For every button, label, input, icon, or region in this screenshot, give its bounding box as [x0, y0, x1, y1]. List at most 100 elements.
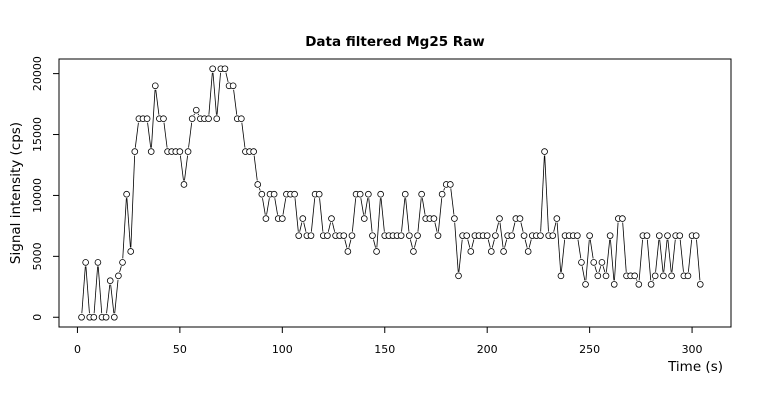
data-point: [463, 232, 471, 239]
series-line-segment: [188, 122, 193, 148]
data-point: [631, 272, 639, 280]
data-point: [553, 215, 561, 222]
x-tick-label: 0: [74, 343, 81, 356]
y-axis-label: Signal intensity (cps): [8, 122, 24, 264]
x-tick-label: 300: [682, 343, 703, 356]
data-point: [401, 190, 409, 198]
data-point: [574, 232, 581, 239]
series-line-segment: [110, 284, 115, 314]
data-point: [406, 232, 413, 239]
data-point: [221, 65, 229, 73]
data-point: [619, 215, 626, 222]
data-point: [340, 232, 348, 239]
series-line-segment: [266, 198, 270, 215]
data-point: [500, 248, 507, 255]
data-point: [643, 232, 651, 239]
data-point: [188, 115, 196, 122]
series-line-segment: [467, 239, 471, 248]
series-line-segment: [581, 266, 586, 281]
series-line-segment: [151, 89, 156, 148]
series-line-segment: [126, 198, 131, 248]
series-line-segment: [687, 239, 693, 272]
data-point: [229, 82, 237, 90]
data-point: [676, 232, 684, 239]
series-line-segment: [364, 198, 369, 215]
data-point: [610, 281, 618, 288]
x-tick-label: 200: [477, 343, 498, 356]
data-point: [487, 248, 495, 255]
data-point: [483, 232, 491, 239]
series-line-segment: [560, 239, 566, 272]
series-line-segment: [81, 266, 86, 314]
data-point: [180, 181, 188, 188]
data-point: [647, 281, 655, 288]
data-point: [315, 190, 323, 198]
data-point: [414, 232, 421, 239]
data-point: [365, 190, 372, 198]
series-line-segment: [594, 266, 598, 273]
series-line-segment: [184, 155, 188, 181]
plot-frame: [58, 58, 732, 328]
data-point: [664, 232, 671, 239]
data-point: [598, 259, 606, 266]
data-point: [410, 248, 417, 255]
data-point: [578, 259, 585, 266]
series-line-segment: [667, 239, 672, 272]
series-line-segment: [282, 198, 287, 215]
series-line-segment: [193, 113, 195, 116]
x-tick-label: 100: [272, 343, 293, 356]
series-line-segment: [409, 239, 413, 248]
data-point: [119, 259, 126, 266]
data-point: [192, 106, 200, 114]
data-point: [238, 115, 245, 122]
data-point: [668, 272, 675, 280]
series-line-segment: [671, 239, 676, 272]
data-point: [692, 232, 700, 239]
data-point: [127, 248, 135, 255]
series-line-segment: [373, 239, 376, 248]
series-line-segment: [380, 198, 385, 232]
data-point: [492, 232, 499, 239]
series-line-segment: [646, 239, 652, 281]
series-line-segment: [134, 122, 139, 148]
series-line-segment: [163, 122, 168, 148]
data-point: [279, 215, 286, 222]
series-line-segment: [491, 239, 495, 248]
data-point: [397, 232, 405, 239]
data-point: [508, 232, 516, 239]
series-line-segment: [499, 222, 504, 248]
data-point: [213, 115, 221, 122]
series-line-segment: [258, 188, 261, 191]
series-line-segment: [417, 198, 422, 232]
data-point: [205, 115, 212, 122]
x-tick-label: 250: [579, 343, 600, 356]
series-line-segments: [81, 72, 701, 314]
series-line-segment: [622, 222, 627, 272]
data-point: [258, 190, 266, 198]
series-line-segment: [233, 89, 238, 115]
data-point: [115, 272, 122, 280]
x-tick-label: 150: [374, 343, 395, 356]
series-line-segment: [274, 198, 278, 215]
series-line-segment: [443, 188, 446, 191]
data-point: [651, 272, 659, 280]
data-point: [696, 281, 704, 288]
series-line-segment: [294, 198, 299, 232]
data-point: [82, 259, 89, 266]
x-axis: 0 50 100 150 200 250 300: [74, 326, 703, 356]
series-line-segment: [454, 222, 459, 272]
series-line-segment: [197, 113, 199, 116]
series-line-segment: [414, 239, 417, 248]
series-line-segment: [332, 222, 336, 232]
data-point: [582, 281, 589, 288]
data-point: [184, 148, 192, 155]
series-line-segment: [602, 266, 606, 273]
data-point: [160, 115, 167, 122]
data-point: [78, 313, 85, 321]
x-axis-label: Time (s): [667, 359, 723, 375]
series-line-segment: [544, 155, 549, 232]
data-point: [360, 215, 368, 222]
data-point: [418, 190, 425, 198]
series-line-segment: [495, 222, 499, 232]
